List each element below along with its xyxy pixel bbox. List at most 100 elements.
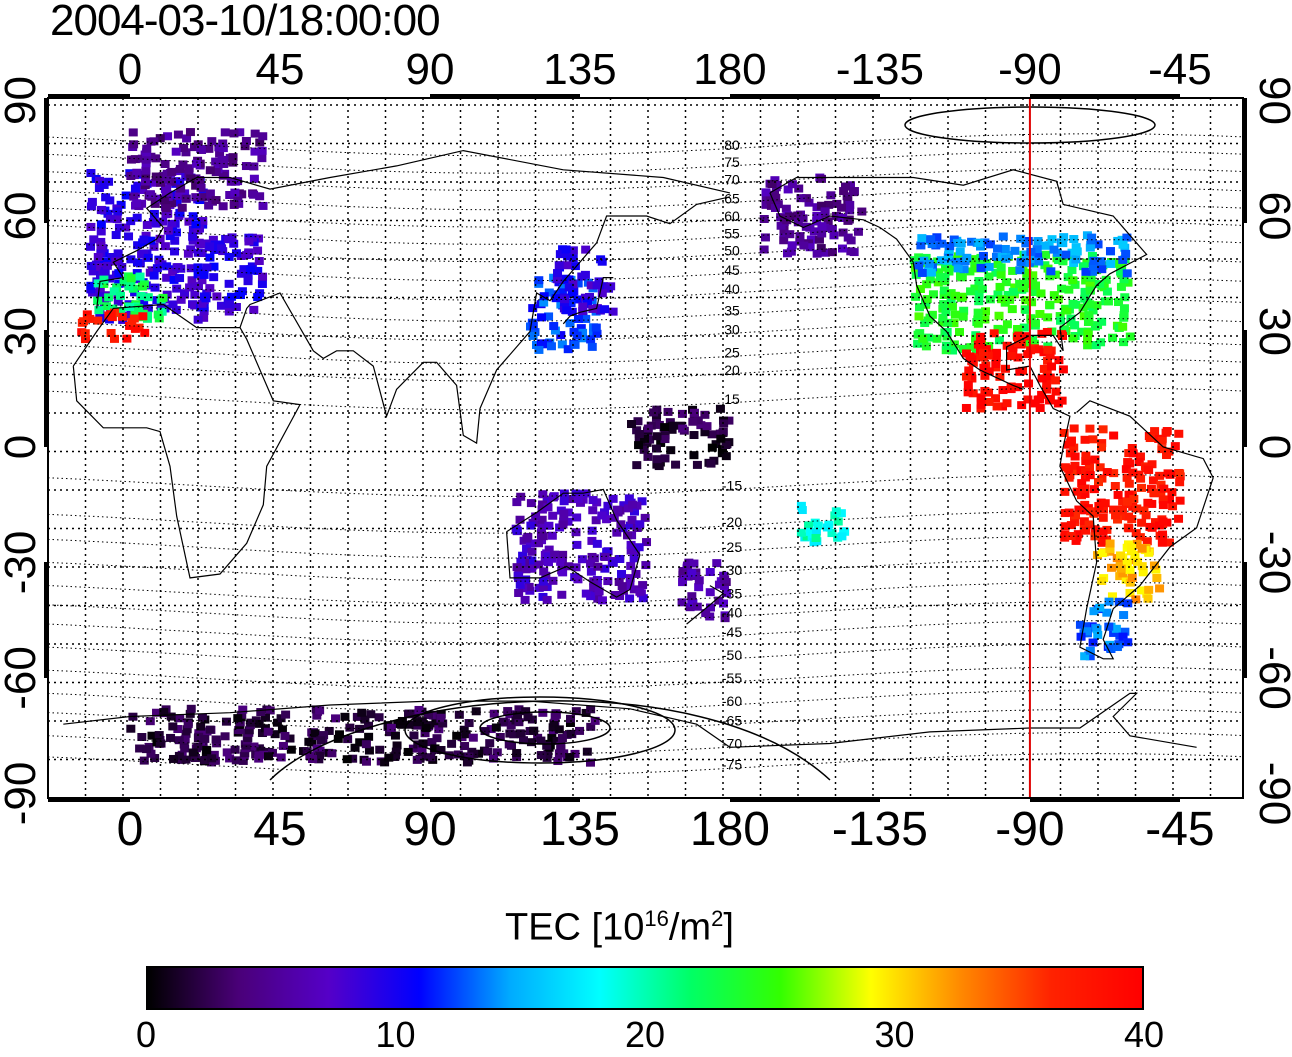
tec-cell: [241, 162, 251, 171]
tec-cell: [1138, 568, 1148, 577]
contour-line: [48, 666, 1243, 690]
tec-cell: [184, 169, 194, 178]
tec-cell: [677, 409, 687, 418]
tec-cell: [1134, 470, 1144, 479]
tec-cell: [280, 731, 290, 740]
tec-cell: [549, 492, 559, 501]
tec-cell: [239, 265, 249, 274]
tec-cell: [231, 303, 241, 312]
tec-cell: [1082, 627, 1092, 636]
tec-cell: [1129, 494, 1139, 503]
tec-cell: [1071, 467, 1081, 476]
tec-cell: [464, 752, 474, 761]
tec-cell: [559, 280, 569, 289]
tec-cell: [1072, 487, 1082, 496]
tec-cell: [1021, 251, 1031, 260]
tec-cell: [587, 342, 597, 351]
tec-cell: [837, 203, 847, 212]
tec-cell: [1113, 236, 1123, 245]
tec-cell: [1076, 632, 1086, 641]
tec-cell: [126, 217, 136, 226]
tec-cell: [506, 721, 516, 730]
tec-cell: [557, 340, 567, 349]
tec-cell: [244, 237, 254, 246]
tec-cell: [571, 707, 581, 716]
tec-cell: [991, 268, 1001, 277]
contour-line: [48, 221, 1243, 245]
tec-cell: [1081, 276, 1091, 285]
tec-cell: [544, 312, 554, 321]
tec-cell: [128, 284, 138, 293]
tec-cell: [603, 577, 613, 586]
tec-cell: [426, 753, 436, 762]
tec-cell: [1088, 638, 1098, 647]
tec-cell: [942, 332, 952, 341]
tec-cell: [182, 134, 192, 143]
tec-cell: [919, 256, 929, 265]
tec-cell: [651, 444, 661, 453]
tec-cell: [1142, 537, 1152, 546]
tec-cell: [558, 520, 568, 529]
tec-cell: [230, 188, 240, 197]
tec-cell: [958, 312, 968, 321]
tec-cell: [949, 319, 959, 328]
tec-cell: [991, 394, 1001, 403]
tec-cell: [1024, 337, 1034, 346]
tec-cell: [759, 245, 769, 254]
tec-cell: [1175, 496, 1185, 505]
tec-cell: [238, 705, 248, 714]
tec-cell: [99, 279, 109, 288]
tec-cell: [980, 386, 990, 395]
tec-cell: [105, 214, 115, 223]
tec-cell: [1027, 298, 1037, 307]
tec-cell: [915, 285, 925, 294]
tec-cell: [964, 366, 974, 375]
tec-cell: [249, 190, 259, 199]
tec-cell: [966, 343, 976, 352]
tec-cell: [924, 333, 934, 342]
tec-cell: [205, 242, 215, 251]
tec-cell: [946, 296, 956, 305]
tec-cell: [537, 515, 547, 524]
tec-cell: [1098, 513, 1108, 522]
tec-cell: [1017, 401, 1027, 410]
tec-cell: [264, 752, 274, 761]
tec-cell: [1060, 487, 1070, 496]
tec-cell: [122, 334, 132, 343]
tec-cell: [1058, 239, 1068, 248]
tec-cell: [113, 249, 123, 258]
tec-cell: [1083, 329, 1093, 338]
tec-cell: [99, 269, 109, 278]
tec-cell: [612, 528, 622, 537]
tec-cell: [578, 328, 588, 337]
tec-cell: [188, 232, 198, 241]
tec-cell: [1096, 257, 1106, 266]
tec-cell: [512, 753, 522, 762]
tec-cell: [514, 705, 524, 714]
tec-cell: [1037, 390, 1047, 399]
tec-cell: [253, 266, 263, 275]
tec-cell: [123, 311, 133, 320]
tec-cell: [991, 360, 1001, 369]
tec-cell: [991, 354, 1001, 363]
tec-cell: [720, 575, 730, 584]
tec-cell: [838, 228, 848, 237]
tec-cell: [183, 249, 193, 258]
tec-cell: [961, 403, 971, 412]
tec-cell: [572, 513, 582, 522]
tec-cell: [820, 248, 830, 257]
tec-cell: [151, 219, 161, 228]
tec-cell: [364, 732, 374, 741]
tec-cell: [714, 596, 724, 605]
tec-cell: [489, 754, 499, 763]
tec-cell: [172, 284, 182, 293]
tec-cell: [233, 194, 243, 203]
tec-cell: [95, 176, 105, 185]
tec-cell: [922, 280, 932, 289]
tec-cell: [597, 257, 607, 266]
tec-cell: [1093, 630, 1103, 639]
tec-cell: [86, 281, 96, 290]
tec-cell: [827, 529, 837, 538]
contour-line: [48, 620, 1243, 644]
contour-line: [48, 204, 1243, 228]
